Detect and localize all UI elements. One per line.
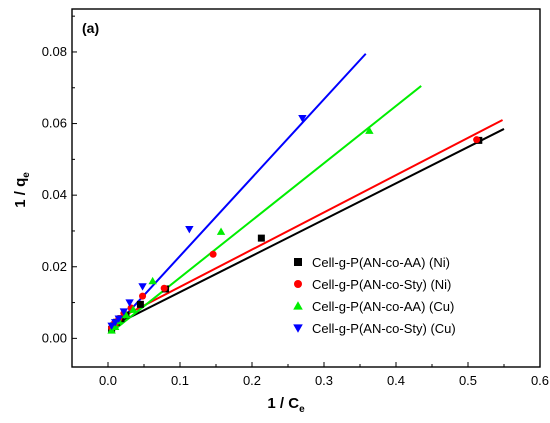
x-axis-title: 1 / Ce <box>267 395 305 415</box>
x-tick-label: 0.1 <box>171 373 189 388</box>
fit-line-series-1 <box>111 128 505 328</box>
circle-marker <box>209 250 217 258</box>
circle-marker <box>139 292 147 300</box>
triangle-down-marker <box>125 299 134 307</box>
triangle-down-marker <box>114 315 123 323</box>
plot-frame <box>71 8 541 368</box>
legend-label: Cell-g-P(AN-co-Sty) (Cu) <box>312 321 456 336</box>
triangle-down-marker <box>111 319 120 327</box>
triangle-up-marker <box>293 301 303 310</box>
circle-marker <box>160 284 168 292</box>
y-axis-title-main: 1 / q <box>12 178 29 208</box>
y-tick-label: 0.04 <box>42 187 67 202</box>
x-tick-label: 0.6 <box>531 373 549 388</box>
circle-marker <box>294 280 302 288</box>
y-tick-label: 0.02 <box>42 259 67 274</box>
fit-line-series-3 <box>110 85 422 333</box>
triangle-down-marker <box>119 308 129 316</box>
y-axis-ticks: 0.00 0.02 0.04 0.06 0.08 <box>42 15 77 345</box>
y-tick-label: 0.06 <box>42 116 67 131</box>
x-axis-title-main: 1 / C <box>267 395 299 412</box>
x-axis-title-sub: e <box>299 404 305 415</box>
triangle-down-marker <box>185 226 194 234</box>
legend-label: Cell-g-P(AN-co-AA) (Ni) <box>312 255 450 270</box>
x-tick-label: 0.5 <box>459 373 477 388</box>
square-marker <box>294 258 302 266</box>
triangle-down-marker <box>293 324 303 333</box>
triangle-down-marker <box>107 322 116 331</box>
triangle-down-marker <box>298 115 307 123</box>
x-tick-label: 0.3 <box>315 373 333 388</box>
panel-label: (a) <box>82 20 99 36</box>
data-points <box>107 115 483 334</box>
legend-label: Cell-g-P(AN-co-Sty) (Ni) <box>312 277 451 292</box>
x-tick-label: 0.2 <box>243 373 261 388</box>
triangle-down-marker <box>138 283 147 291</box>
triangle-up-marker <box>121 310 131 319</box>
legend: Cell-g-P(AN-co-AA) (Ni) Cell-g-P(AN-co-St… <box>293 255 456 336</box>
x-tick-label: 0.4 <box>387 373 405 388</box>
square-marker <box>257 234 265 242</box>
circle-marker <box>473 136 481 144</box>
y-axis-title-sub: e <box>21 172 32 178</box>
triangle-up-marker <box>148 276 157 285</box>
fit-line-series-2 <box>111 119 504 324</box>
y-axis-title: 1 / qe <box>12 172 32 208</box>
fit-line-series-4 <box>110 53 367 332</box>
x-axis-ticks: 0.0 0.1 0.2 0.3 0.4 0.5 0.6 <box>99 362 549 388</box>
triangle-up-marker <box>129 305 138 313</box>
y-tick-label: 0.08 <box>42 44 67 59</box>
square-marker <box>136 300 144 308</box>
triangle-up-marker <box>365 126 374 134</box>
y-tick-label: 0.00 <box>42 330 67 345</box>
triangle-up-marker <box>216 227 226 235</box>
legend-label: Cell-g-P(AN-co-AA) (Cu) <box>312 299 454 314</box>
x-tick-label: 0.0 <box>99 373 117 388</box>
